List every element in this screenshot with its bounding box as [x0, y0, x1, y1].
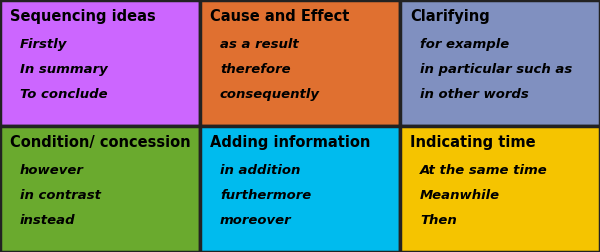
Text: Clarifying: Clarifying	[410, 9, 490, 24]
Text: Condition/ concession: Condition/ concession	[10, 135, 191, 150]
Text: Firstly: Firstly	[20, 38, 67, 51]
Text: Sequencing ideas: Sequencing ideas	[10, 9, 156, 24]
Text: Then: Then	[420, 214, 457, 227]
Text: furthermore: furthermore	[220, 189, 311, 202]
Text: in particular such as: in particular such as	[420, 63, 572, 76]
Text: instead: instead	[20, 214, 76, 227]
Text: therefore: therefore	[220, 63, 290, 76]
Text: moreover: moreover	[220, 214, 292, 227]
Text: in other words: in other words	[420, 88, 529, 101]
Text: Indicating time: Indicating time	[410, 135, 536, 150]
Text: consequently: consequently	[220, 88, 320, 101]
Text: however: however	[20, 164, 84, 177]
Text: for example: for example	[420, 38, 509, 51]
Text: In summary: In summary	[20, 63, 108, 76]
Text: To conclude: To conclude	[20, 88, 107, 101]
Text: Cause and Effect: Cause and Effect	[210, 9, 349, 24]
Text: in addition: in addition	[220, 164, 301, 177]
Text: in contrast: in contrast	[20, 189, 101, 202]
Text: Meanwhile: Meanwhile	[420, 189, 500, 202]
Text: Adding information: Adding information	[210, 135, 370, 150]
Text: as a result: as a result	[220, 38, 299, 51]
Text: At the same time: At the same time	[420, 164, 548, 177]
